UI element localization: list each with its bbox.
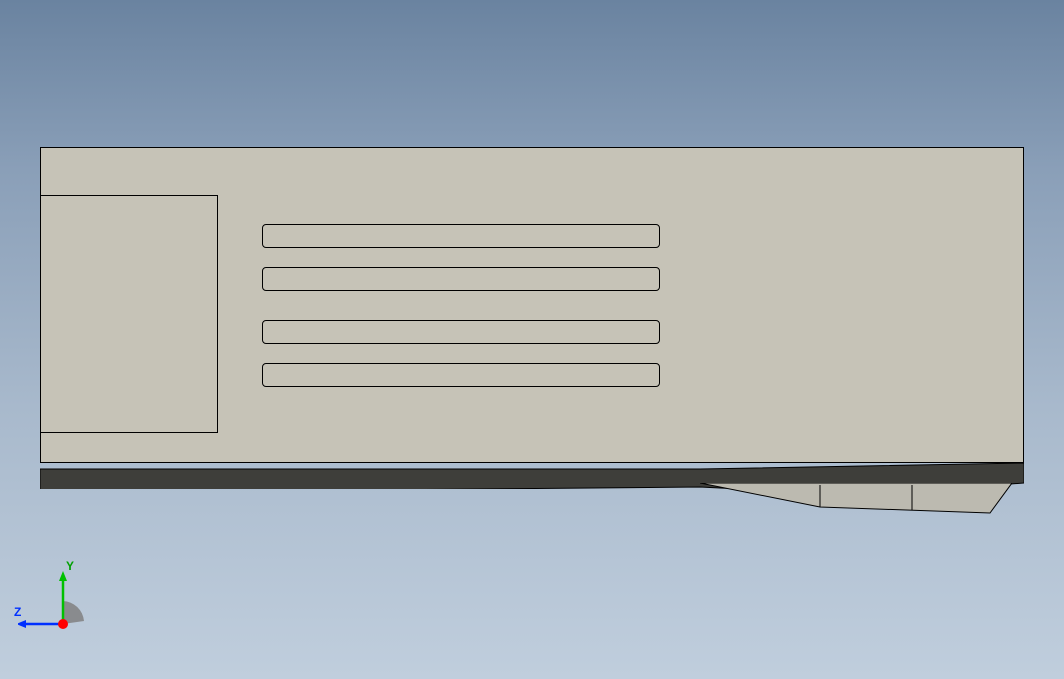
axis-label-z: Z [14,605,21,619]
cad-model-slot[interactable] [262,267,660,291]
cad-model-slot[interactable] [262,224,660,248]
cad-model-left-panel[interactable] [40,195,218,433]
cad-model-under-piece[interactable] [700,483,1012,519]
cad-model-slot[interactable] [262,363,660,387]
cad-model-slot[interactable] [262,320,660,344]
axis-label-y: Y [66,559,74,573]
view-triad[interactable]: Y Z [18,561,108,651]
